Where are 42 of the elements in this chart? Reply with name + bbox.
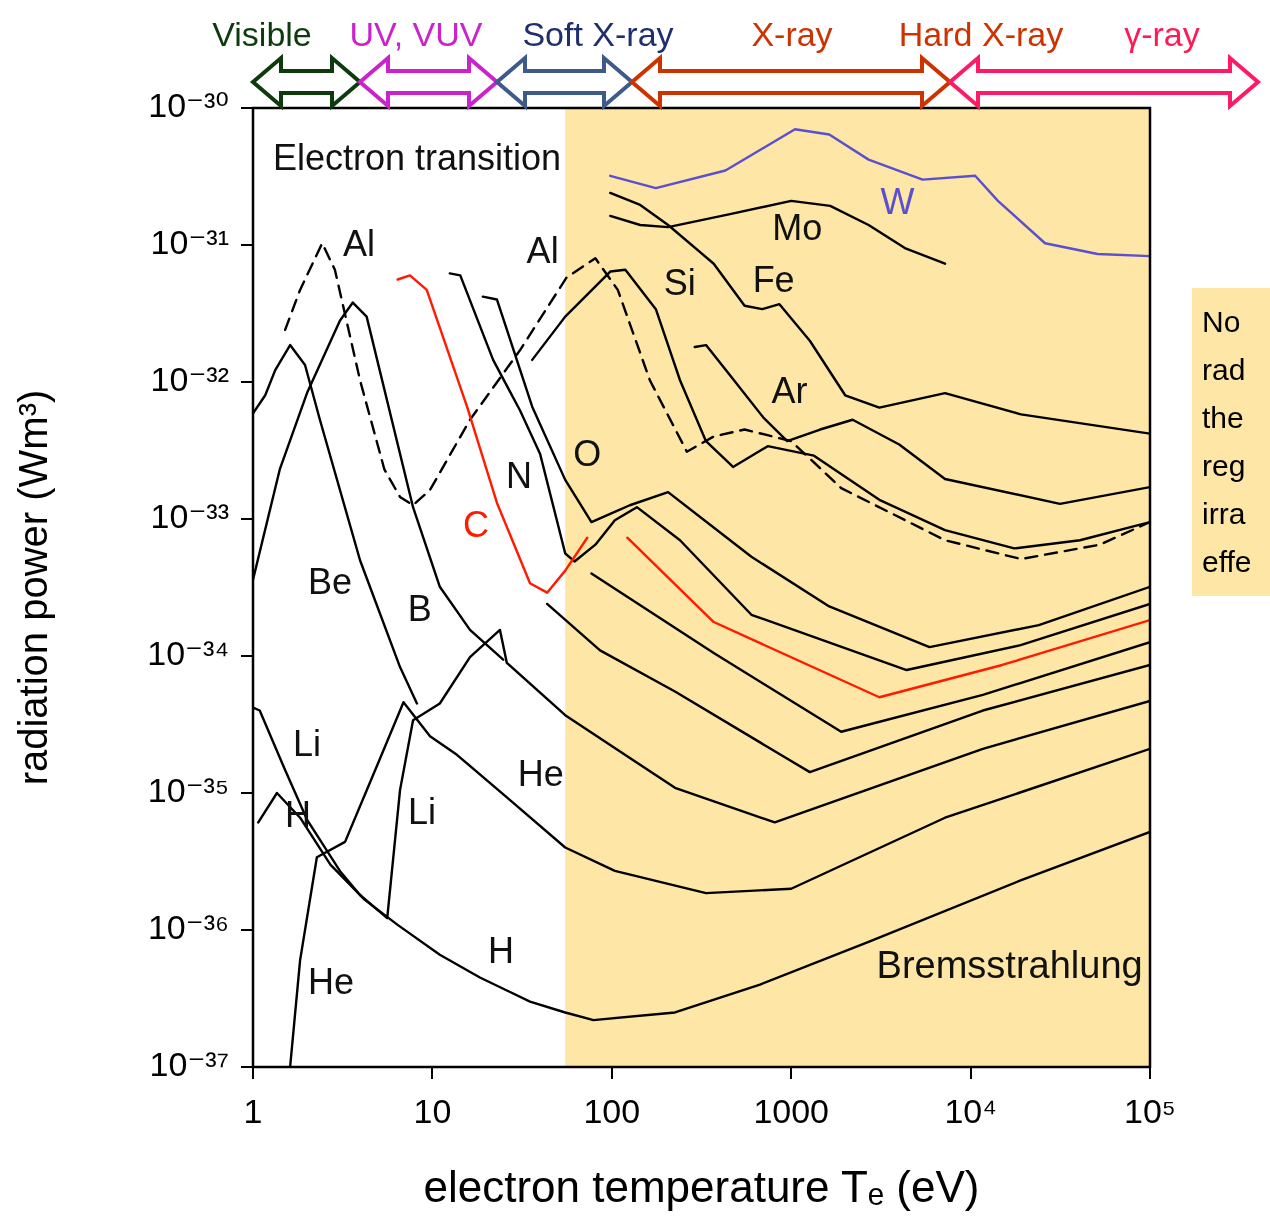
x-axis-title: electron temperature Tₑ (eV) bbox=[423, 1161, 980, 1211]
annotation: B bbox=[407, 587, 432, 629]
annotation: H bbox=[487, 930, 514, 972]
y-tick-label: 10⁻³² bbox=[150, 360, 229, 399]
annotation: Li bbox=[293, 723, 322, 764]
annotation: Fe bbox=[752, 258, 795, 300]
y-tick-label: 10⁻³³ bbox=[150, 497, 229, 536]
annotation: Electron transition bbox=[273, 136, 562, 178]
x-tick-label: 10⁴ bbox=[944, 1091, 997, 1130]
x-tick-label: 1000 bbox=[753, 1091, 830, 1130]
y-tick-label: 10⁻³⁵ bbox=[147, 771, 229, 810]
annotation: N bbox=[506, 454, 533, 496]
annotation: He bbox=[308, 961, 355, 1003]
text: No rad the reg irra effe bbox=[1192, 288, 1270, 596]
annotation: Be bbox=[307, 561, 353, 603]
y-tick-label: 10⁻³⁶ bbox=[147, 908, 229, 947]
y-axis-title: radiation power (Wm³) bbox=[11, 389, 56, 786]
annotation: Al bbox=[342, 222, 375, 264]
y-tick-label: 10⁻³¹ bbox=[150, 223, 229, 262]
annotation: He bbox=[517, 752, 564, 794]
annotation: W bbox=[880, 180, 915, 222]
text: γ-ray bbox=[1124, 14, 1200, 54]
text: X-ray bbox=[751, 14, 833, 54]
x-tick-label: 10 bbox=[413, 1091, 452, 1130]
annotation: Bremsstrahlung bbox=[876, 944, 1143, 987]
text: UV, VUV bbox=[349, 14, 483, 54]
annotation: Ar bbox=[771, 370, 808, 412]
text: Soft X-ray bbox=[522, 14, 674, 54]
annotation: Al bbox=[526, 230, 559, 272]
annotation: Mo bbox=[772, 206, 823, 248]
y-tick-label: 10⁻³⁰ bbox=[148, 86, 229, 125]
x-tick-label: 100 bbox=[583, 1091, 641, 1130]
y-tick-label: 10⁻³⁷ bbox=[149, 1045, 229, 1084]
annotation: Si bbox=[663, 262, 696, 304]
y-tick-label: 10⁻³⁴ bbox=[147, 634, 229, 673]
x-tick-label: 10⁵ bbox=[1124, 1091, 1176, 1130]
x-tick-label: 1 bbox=[243, 1091, 263, 1130]
annotation: Li bbox=[408, 791, 437, 833]
text: Hard X-ray bbox=[898, 14, 1064, 54]
text: Visible bbox=[212, 14, 312, 54]
annotation: O bbox=[573, 432, 602, 474]
annotation: C bbox=[462, 503, 489, 545]
